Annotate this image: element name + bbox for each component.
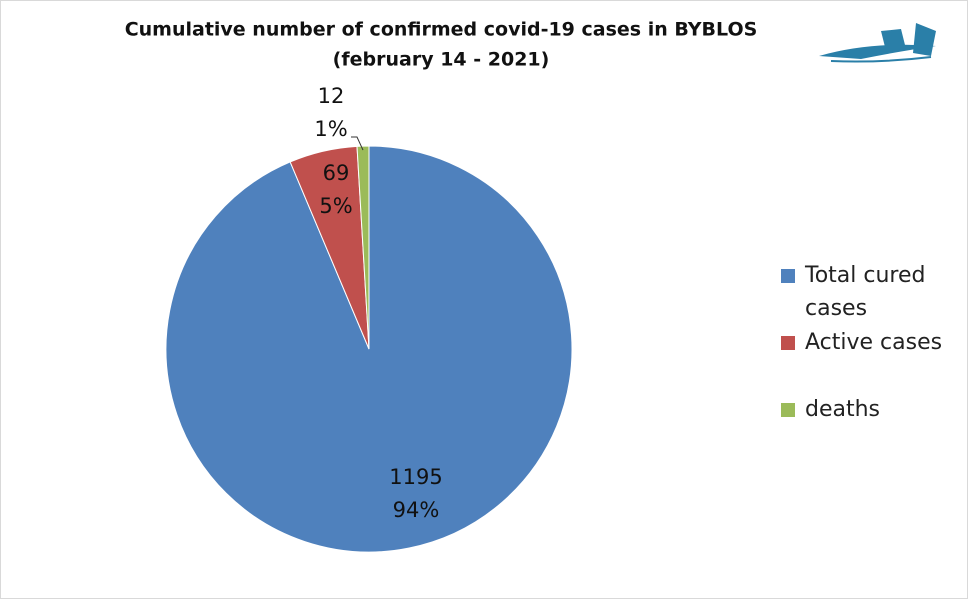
legend-label: Active cases [805,330,943,355]
legend-entry: Total cured cases [781,259,951,325]
legend-entry: Active cases [781,326,951,359]
chart-subtitle: (february 14 - 2021) [333,49,550,71]
logo [819,23,936,63]
leader-line [351,136,364,151]
legend-label: Total cured cases [805,263,926,321]
percent-label: 5% [319,194,352,218]
percent-label: 1% [314,117,347,141]
value-label: 12 [318,84,345,108]
chart-title: Cumulative number of confirmed covid-19 … [125,19,758,41]
legend-swatch [781,269,795,283]
legend-label: deaths [805,397,881,422]
value-label: 69 [323,161,350,185]
legend-entry: deaths [781,393,951,426]
legend-swatch [781,336,795,350]
percent-label: 94% [393,498,440,522]
value-label: 1195 [389,465,442,489]
pie-slice [356,145,370,350]
legend-swatch [781,403,795,417]
